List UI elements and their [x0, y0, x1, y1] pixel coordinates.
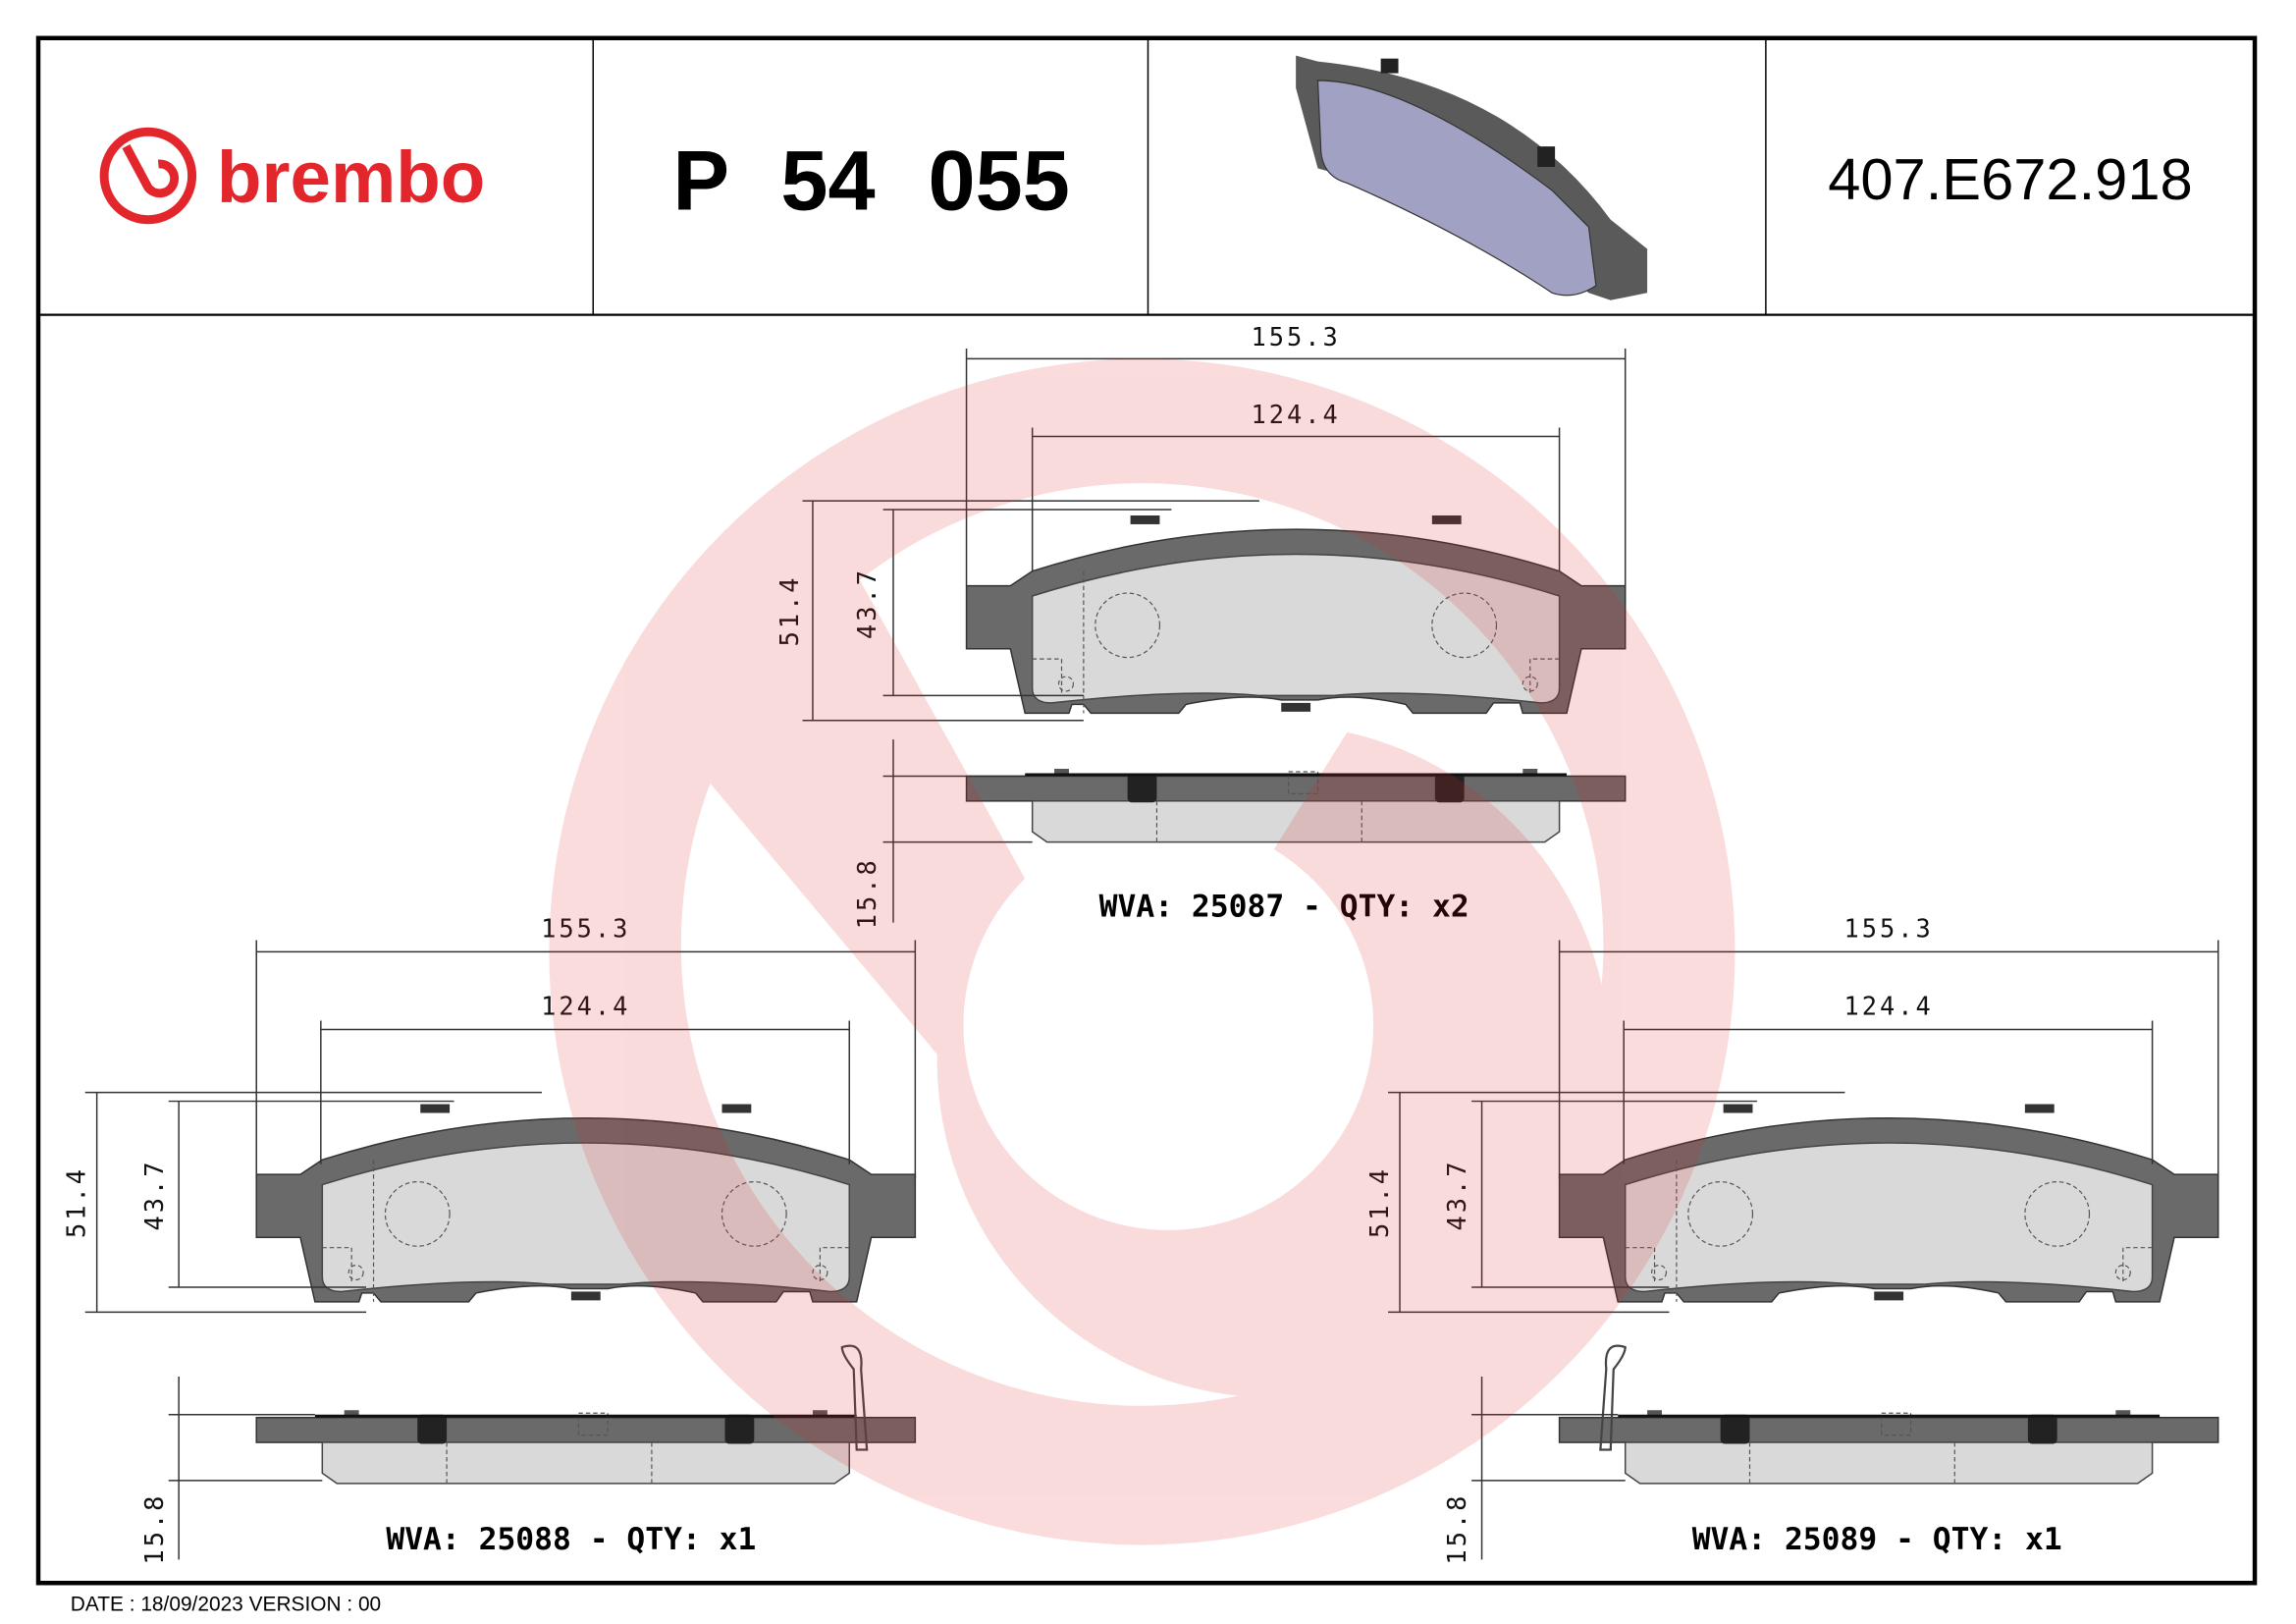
dim-width-outer: 155.3 — [541, 914, 630, 944]
dim-width-inner: 124.4 — [1252, 400, 1341, 429]
dim-thickness: 15.8 — [852, 857, 881, 929]
wva-label: WVA: 25089 - QTY: x1 — [1692, 1522, 2062, 1557]
brembo-watermark — [549, 358, 1735, 1545]
brand-wordmark: brembo — [217, 135, 485, 218]
pad-view-2: 155.3 124.4 51.4 43.7 15.8 WVA: 25088 - … — [62, 914, 917, 1565]
brembo-logo-icon — [99, 127, 197, 225]
dim-width-inner: 124.4 — [541, 992, 630, 1021]
dim-height-inner: 43.7 — [852, 568, 881, 639]
reference-number: 407.E672.918 — [1828, 146, 2192, 212]
dim-thickness: 15.8 — [1442, 1493, 1471, 1565]
dim-width-outer: 155.3 — [1252, 322, 1341, 352]
dim-height-inner: 43.7 — [1442, 1160, 1471, 1231]
pad-view-3: 155.3 124.4 51.4 43.7 15.8 WVA: 25089 - … — [1364, 914, 2220, 1565]
wva-label: WVA: 25088 - QTY: x1 — [386, 1522, 756, 1557]
dim-width-outer: 155.3 — [1844, 914, 1934, 944]
brembo-logo: brembo — [99, 127, 485, 225]
wva-label: WVA: 25087 - QTY: x2 — [1099, 890, 1469, 925]
dim-height-outer: 51.4 — [774, 574, 804, 646]
pad-3d-render — [1296, 55, 1648, 300]
date-version: DATE : 18/09/2023 VERSION : 00 — [71, 1594, 381, 1616]
dim-height-outer: 51.4 — [62, 1166, 91, 1238]
dim-height-outer: 51.4 — [1364, 1166, 1394, 1238]
pad-view-1: 155.3 124.4 51.4 43.7 15.8 WVA: 25087 - … — [774, 322, 1628, 929]
dim-height-inner: 43.7 — [139, 1160, 169, 1231]
dim-thickness: 15.8 — [139, 1493, 169, 1565]
dim-width-inner: 124.4 — [1844, 992, 1934, 1021]
sheet-border — [35, 35, 2258, 1586]
part-number: P 54 055 — [672, 134, 1069, 228]
